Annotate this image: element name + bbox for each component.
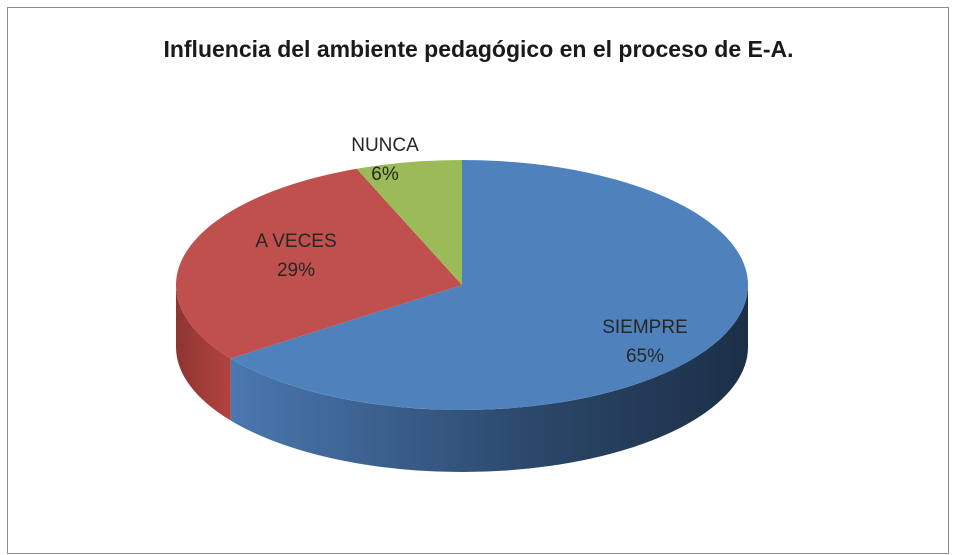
chart-title: Influencia del ambiente pedagógico en el… <box>163 36 794 62</box>
slice-label: SIEMPRE <box>602 317 688 338</box>
slice <box>230 160 749 410</box>
slice-label: A VECES <box>255 231 336 252</box>
slice <box>176 168 462 359</box>
slice-value-label: 6% <box>371 164 399 185</box>
slice-side <box>176 285 231 421</box>
slice-label: NUNCA <box>351 135 419 156</box>
slice-side <box>230 285 748 472</box>
slice-value-label: 29% <box>277 260 315 281</box>
slice <box>356 160 462 285</box>
slice-value-label: 65% <box>626 346 664 367</box>
title-box: Influencia del ambiente pedagógico en el… <box>163 36 794 62</box>
